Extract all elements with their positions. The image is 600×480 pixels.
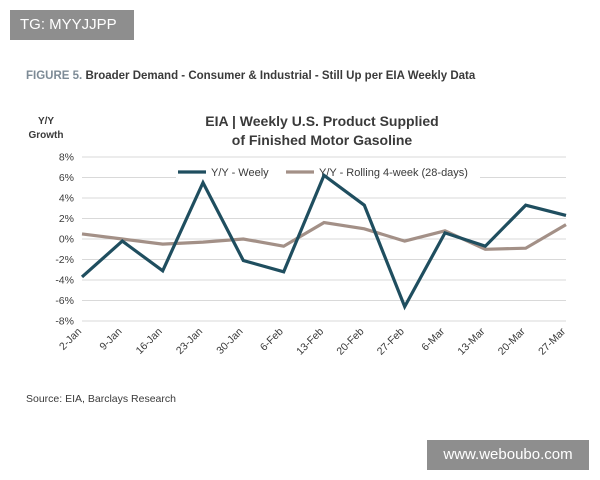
figure-caption: FIGURE 5. Broader Demand - Consumer & In… xyxy=(26,70,475,82)
watermark-top-left: TG: MYYJJPP xyxy=(10,10,134,40)
legend: Y/Y - Weely Y/Y - Rolling 4-week (28-days… xyxy=(176,165,480,179)
y-tick-label: 0% xyxy=(59,234,74,246)
y-tick-label: 8% xyxy=(59,152,74,164)
y-tick-label: 4% xyxy=(59,193,74,205)
x-tick-label: 9-Jan xyxy=(97,326,124,353)
x-tick-label: 27-Feb xyxy=(375,326,407,358)
x-tick-label: 13-Mar xyxy=(455,325,487,357)
x-tick-label: 6-Mar xyxy=(419,325,447,353)
y-axis-label-line: Growth xyxy=(29,130,64,141)
y-axis-label: Y/Y Growth xyxy=(29,116,64,141)
x-tick-label: 20-Mar xyxy=(496,325,528,357)
x-tick-label: 23-Jan xyxy=(174,326,205,357)
y-tick-label: -8% xyxy=(55,316,74,328)
x-tick-label: 2-Jan xyxy=(57,326,84,353)
x-tick-label: 13-Feb xyxy=(294,326,326,358)
legend-label-rolling: Y/Y - Rolling 4-week (28-days) xyxy=(319,167,468,179)
chart-title: EIA | Weekly U.S. Product Supplied of Fin… xyxy=(205,113,438,148)
y-tick-label: 2% xyxy=(59,213,74,225)
y-tick-label: -6% xyxy=(55,295,74,307)
legend-label-weekly: Y/Y - Weely xyxy=(211,167,269,179)
chart-title-line: of Finished Motor Gasoline xyxy=(232,132,413,148)
series-line-weekly xyxy=(80,172,567,311)
grid-lines xyxy=(82,156,566,322)
source-note: Source: EIA, Barclays Research xyxy=(26,393,176,405)
figure-label: FIGURE 5. xyxy=(26,70,83,82)
x-tick-label: 30-Jan xyxy=(214,326,245,357)
y-axis-label-line: Y/Y xyxy=(38,116,54,127)
y-tick-label: 6% xyxy=(59,172,74,184)
y-tick-label: -4% xyxy=(55,275,74,287)
x-tick-label: 27-Mar xyxy=(536,325,568,357)
legend-background xyxy=(284,165,480,179)
x-tick-label: 6-Feb xyxy=(258,326,286,354)
y-tick-label: -2% xyxy=(55,254,74,266)
chart-title-line: EIA | Weekly U.S. Product Supplied xyxy=(205,113,438,129)
x-tick-label: 20-Feb xyxy=(334,326,366,358)
series-lines xyxy=(80,172,567,311)
series-line-rolling xyxy=(81,220,567,251)
figure-caption-text: Broader Demand - Consumer & Industrial -… xyxy=(85,70,476,82)
watermark-bottom-right: www.weboubo.com xyxy=(427,440,589,470)
y-tick-labels: 8% 6% 4% 2% 0% -2% -4% -6% -8% xyxy=(55,152,74,328)
x-tick-labels: 2-Jan 9-Jan 16-Jan 23-Jan 30-Jan 6-Feb 13-Feb 2… xyxy=(57,325,568,357)
x-tick-label: 16-Jan xyxy=(134,326,165,357)
